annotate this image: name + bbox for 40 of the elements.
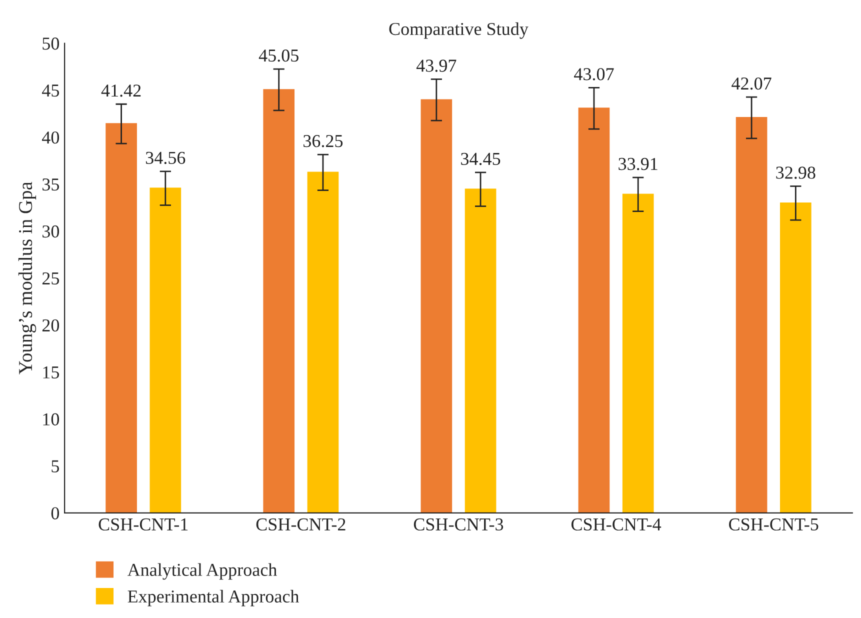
bar bbox=[464, 188, 496, 513]
bar bbox=[780, 202, 812, 513]
y-tick-label: 0 bbox=[51, 507, 60, 520]
bar bbox=[263, 89, 295, 513]
y-tick-label: 25 bbox=[42, 272, 60, 285]
data-label: 34.45 bbox=[461, 152, 500, 166]
x-tick-label: CSH-CNT-2 bbox=[256, 518, 346, 531]
y-tick-label: 30 bbox=[42, 225, 60, 238]
y-tick-label: 10 bbox=[43, 413, 60, 426]
y-tick-label: 50 bbox=[42, 38, 60, 50]
data-label: 36.25 bbox=[304, 135, 343, 148]
y-tick-label: 5 bbox=[52, 460, 60, 472]
bar bbox=[420, 99, 452, 513]
bar bbox=[578, 108, 610, 513]
x-tick-label: CSH-CNT-1 bbox=[98, 518, 188, 531]
data-label: 41.42 bbox=[101, 84, 141, 97]
y-tick-label: 40 bbox=[42, 131, 60, 144]
y-tick-label: 35 bbox=[42, 178, 60, 191]
y-tick-label: 15 bbox=[43, 366, 60, 378]
bar bbox=[622, 194, 654, 513]
data-label: 43.07 bbox=[574, 68, 614, 80]
y-tick-label: 20 bbox=[42, 319, 60, 332]
bar bbox=[150, 188, 182, 513]
data-label: 34.56 bbox=[146, 152, 186, 164]
data-label: 43.97 bbox=[416, 60, 456, 72]
data-label: 33.91 bbox=[618, 158, 658, 170]
data-label: 45.05 bbox=[258, 49, 298, 62]
chart-title: Comparative Study bbox=[389, 22, 528, 39]
legend-label: Analytical Approach bbox=[127, 563, 277, 580]
x-tick-label: CSH-CNT-5 bbox=[729, 518, 818, 531]
bar bbox=[106, 123, 137, 513]
bar bbox=[736, 117, 768, 513]
x-tick-label: CSH-CNT-4 bbox=[571, 518, 662, 531]
data-label: 32.98 bbox=[776, 166, 816, 179]
data-label: 42.07 bbox=[732, 77, 772, 90]
x-tick-label: CSH-CNT-3 bbox=[414, 518, 504, 531]
y-tick-label: 45 bbox=[42, 84, 60, 97]
bar bbox=[307, 172, 339, 513]
y-axis-title: Young’s modulus in Gpa bbox=[18, 182, 36, 374]
legend-label: Experimental Approach bbox=[128, 590, 300, 606]
